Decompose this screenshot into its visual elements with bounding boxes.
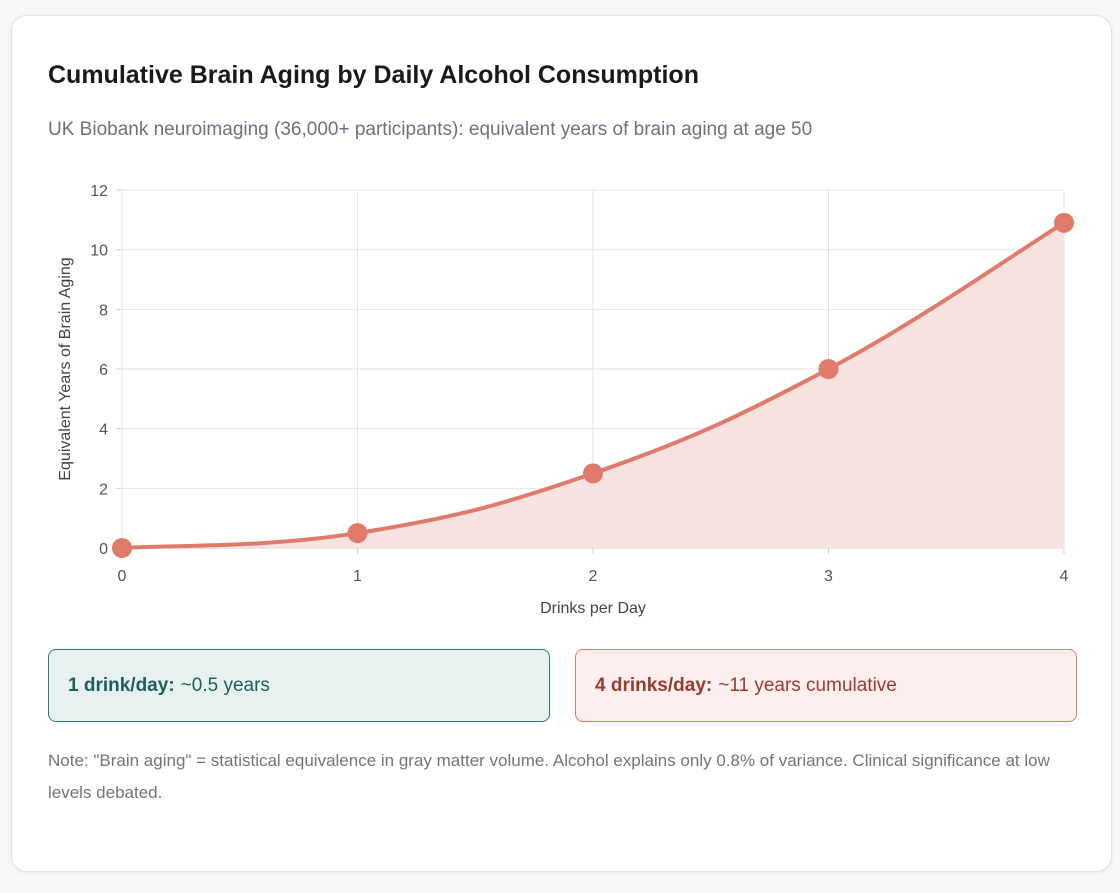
data-point	[583, 463, 603, 484]
y-tick-label: 6	[99, 362, 108, 379]
data-point	[1054, 212, 1074, 233]
x-axis-ticks: 0 1 2 3 4	[118, 568, 1069, 585]
data-point	[818, 359, 839, 379]
chart-subtitle: UK Biobank neuroimaging (36,000+ partici…	[48, 119, 813, 140]
y-tick-label: 2	[99, 481, 108, 498]
callout-one-drink-value: ~0.5 years	[180, 674, 270, 696]
y-tick-label: 0	[99, 541, 108, 558]
x-tick-label: 2	[589, 568, 598, 585]
area-fill	[122, 222, 1064, 549]
data-points	[112, 212, 1074, 558]
x-tick-label: 3	[824, 568, 833, 585]
callout-four-drinks: 4 drinks/day: ~11 years cumulative	[575, 649, 1077, 722]
y-tick-label: 10	[90, 243, 108, 260]
y-tick-label: 8	[99, 302, 108, 319]
y-tick-label: 4	[99, 422, 108, 439]
footnote: Note: "Brain aging" = statistical equiva…	[48, 751, 1050, 802]
callout-four-drinks-value: ~11 years cumulative	[718, 674, 897, 696]
y-tick-label: 12	[90, 183, 108, 200]
callout-one-drink: 1 drink/day: ~0.5 years	[48, 649, 550, 722]
y-axis-ticks: 0 2 4 6 8 10 12	[90, 183, 108, 558]
x-axis-label: Drinks per Day	[540, 600, 646, 617]
data-point	[347, 523, 368, 544]
x-tick-label: 4	[1060, 568, 1069, 585]
chart-card: Cumulative Brain Aging by Daily Alcohol …	[11, 15, 1112, 872]
data-point	[112, 538, 132, 558]
x-tick-label: 0	[118, 568, 127, 585]
chart-title: Cumulative Brain Aging by Daily Alcohol …	[48, 61, 699, 89]
y-axis-label: Equivalent Years of Brain Aging	[57, 257, 74, 480]
x-tick-label: 1	[353, 568, 362, 585]
callout-four-drinks-label: 4 drinks/day:	[595, 674, 713, 696]
callout-one-drink-label: 1 drink/day:	[68, 674, 175, 696]
